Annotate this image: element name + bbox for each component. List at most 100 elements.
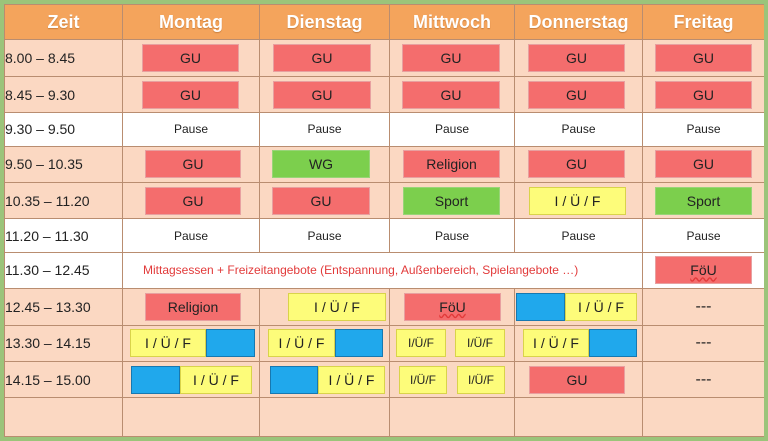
subject-block-gu[interactable]: GU xyxy=(528,44,625,73)
subject-block-iuf[interactable]: I / Ü / F xyxy=(268,329,335,358)
subject-block-gu[interactable]: GU xyxy=(142,44,239,73)
period-row-5: 10.35 – 11.20 GU GU Sport I / Ü / F Spor… xyxy=(4,181,764,220)
subject-block-religion[interactable]: Religion xyxy=(145,292,241,321)
subject-block-gu[interactable]: GU xyxy=(145,150,241,179)
empty-cell xyxy=(642,397,764,437)
subject-block-iuf[interactable]: I / Ü / F xyxy=(565,292,637,321)
cell-friday: GU xyxy=(642,39,764,77)
subject-block-iuf[interactable]: I / Ü / F xyxy=(529,186,626,215)
cell-thursday: I / Ü / F xyxy=(514,324,643,363)
blue-placeholder-block xyxy=(589,329,637,358)
cell-wednesday: I/Ü/F I/Ü/F xyxy=(389,360,515,399)
break-label: Pause xyxy=(514,218,643,253)
subject-block-gu[interactable]: GU xyxy=(528,150,625,179)
cell-tuesday: GU xyxy=(259,181,390,220)
header-day-wednesday: Mittwoch xyxy=(389,4,515,41)
cell-friday: GU xyxy=(642,145,764,184)
subject-block-religion[interactable]: Religion xyxy=(403,150,500,179)
subject-block-gu[interactable]: GU xyxy=(273,44,371,73)
period-row-9: 13.30 – 14.15 I / Ü / F I / Ü / F I/Ü/F … xyxy=(4,324,764,363)
cell-wednesday: Sport xyxy=(389,181,515,220)
period-row-4: 9.50 – 10.35 GU WG Religion GU GU xyxy=(4,145,764,184)
subject-block-gu[interactable]: GU xyxy=(402,44,500,73)
cell-tuesday: I / Ü / F xyxy=(259,360,390,399)
period-row-2: 8.45 – 9.30 GU GU GU GU GU xyxy=(4,75,764,114)
subject-block-iuf[interactable]: I / Ü / F xyxy=(318,365,385,394)
subject-label: FöU xyxy=(690,262,717,279)
subject-block-iuf[interactable]: I/Ü/F xyxy=(396,329,446,358)
break-label: Pause xyxy=(642,112,764,147)
subject-block-gu[interactable]: GU xyxy=(402,80,500,109)
period-row-10: 14.15 – 15.00 I / Ü / F I / Ü / F I/Ü/F … xyxy=(4,360,764,399)
period-row-7: 11.30 – 12.45 Mittagsessen + Freizeitang… xyxy=(4,251,764,290)
time-slot: 12.45 – 13.30 xyxy=(4,288,123,326)
cell-tuesday: GU xyxy=(259,75,390,114)
subject-block-gu[interactable]: GU xyxy=(655,44,752,73)
cell-wednesday: FöU xyxy=(389,288,515,326)
empty-cell xyxy=(259,397,390,437)
subject-block-gu[interactable]: GU xyxy=(272,186,370,215)
cell-wednesday: I/Ü/F I/Ü/F xyxy=(389,324,515,363)
subject-block-gu[interactable]: GU xyxy=(529,365,625,394)
cell-thursday: GU xyxy=(514,145,643,184)
subject-block-sport[interactable]: Sport xyxy=(403,186,500,215)
cell-tuesday: WG xyxy=(259,145,390,184)
subject-block-gu[interactable]: GU xyxy=(273,80,371,109)
cell-thursday: GU xyxy=(514,360,643,399)
cell-wednesday: Religion xyxy=(389,145,515,184)
break-label: Pause xyxy=(259,218,390,253)
time-slot: 11.30 – 12.45 xyxy=(4,251,123,290)
cell-thursday: I / Ü / F xyxy=(514,181,643,220)
time-slot: 10.35 – 11.20 xyxy=(4,181,123,220)
subject-block-gu[interactable]: GU xyxy=(655,80,752,109)
blue-placeholder-block xyxy=(131,365,180,394)
empty-slot: --- xyxy=(642,324,764,363)
lunch-activities-text: Mittagsessen + Freizeitangebote (Entspan… xyxy=(143,263,579,278)
subject-block-iuf[interactable]: I/Ü/F xyxy=(399,365,447,394)
subject-label: FöU xyxy=(439,298,466,315)
header-day-friday: Freitag xyxy=(642,4,764,41)
cell-friday: FöU xyxy=(642,251,764,290)
subject-block-iuf[interactable]: I/Ü/F xyxy=(455,329,505,358)
break-label: Pause xyxy=(259,112,390,147)
subject-block-gu[interactable]: GU xyxy=(145,186,241,215)
cell-wednesday: GU xyxy=(389,75,515,114)
subject-block-iuf[interactable]: I / Ü / F xyxy=(523,329,589,358)
break-label: Pause xyxy=(642,218,764,253)
cell-monday: GU xyxy=(122,181,260,220)
cell-thursday: GU xyxy=(514,75,643,114)
time-slot: 13.30 – 14.15 xyxy=(4,324,123,363)
cell-monday: GU xyxy=(122,75,260,114)
break-label: Pause xyxy=(389,112,515,147)
subject-block-gu[interactable]: GU xyxy=(142,80,239,109)
header-day-monday: Montag xyxy=(122,4,260,41)
header-day-thursday: Donnerstag xyxy=(514,4,643,41)
subject-block-foeu[interactable]: FöU xyxy=(404,292,501,321)
blue-placeholder-block xyxy=(270,365,318,394)
subject-block-iuf[interactable]: I/Ü/F xyxy=(457,365,505,394)
period-row-6: 11.20 – 11.30 Pause Pause Pause Pause Pa… xyxy=(4,218,764,253)
cell-monday: Religion xyxy=(122,288,260,326)
subject-block-iuf[interactable]: I / Ü / F xyxy=(180,365,252,394)
time-slot: 9.30 – 9.50 xyxy=(4,112,123,147)
subject-block-sport[interactable]: Sport xyxy=(655,186,752,215)
lunch-cell: Mittagsessen + Freizeitangebote (Entspan… xyxy=(122,251,643,290)
time-slot: 11.20 – 11.30 xyxy=(4,218,123,253)
cell-friday: Sport xyxy=(642,181,764,220)
header-time: Zeit xyxy=(4,4,123,41)
break-label: Pause xyxy=(514,112,643,147)
empty-row xyxy=(4,397,764,437)
subject-block-iuf[interactable]: I / Ü / F xyxy=(288,292,386,321)
period-row-8: 12.45 – 13.30 Religion I / Ü / F FöU I /… xyxy=(4,288,764,326)
subject-block-wg[interactable]: WG xyxy=(272,150,370,179)
subject-block-foeu[interactable]: FöU xyxy=(655,256,752,285)
cell-tuesday: I / Ü / F xyxy=(259,288,390,326)
subject-block-iuf[interactable]: I / Ü / F xyxy=(130,329,206,358)
period-row-3: 9.30 – 9.50 Pause Pause Pause Pause Paus… xyxy=(4,112,764,147)
subject-block-gu[interactable]: GU xyxy=(655,150,752,179)
header-row: Zeit Montag Dienstag Mittwoch Donnerstag… xyxy=(4,4,764,41)
cell-tuesday: I / Ü / F xyxy=(259,324,390,363)
break-label: Pause xyxy=(122,218,260,253)
subject-block-gu[interactable]: GU xyxy=(528,80,625,109)
